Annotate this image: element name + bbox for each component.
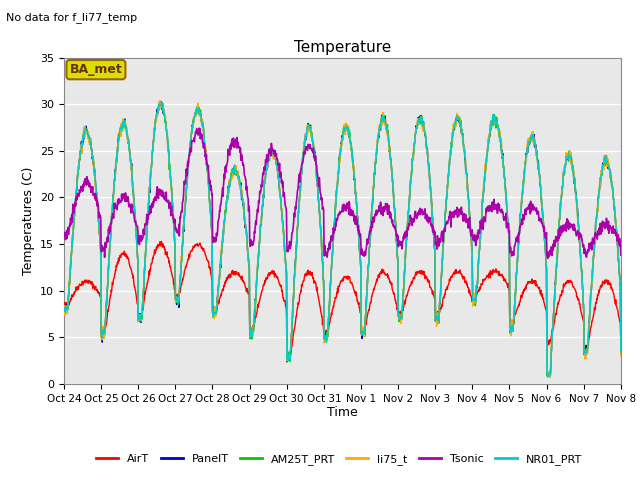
Legend: AirT, PanelT, AM25T_PRT, li75_t, Tsonic, NR01_PRT: AirT, PanelT, AM25T_PRT, li75_t, Tsonic,… (92, 450, 587, 469)
Y-axis label: Temperatures (C): Temperatures (C) (22, 167, 35, 275)
Text: No data for f_li77_temp: No data for f_li77_temp (6, 12, 138, 23)
Title: Temperature: Temperature (294, 40, 391, 55)
X-axis label: Time: Time (327, 407, 358, 420)
Text: BA_met: BA_met (70, 63, 122, 76)
